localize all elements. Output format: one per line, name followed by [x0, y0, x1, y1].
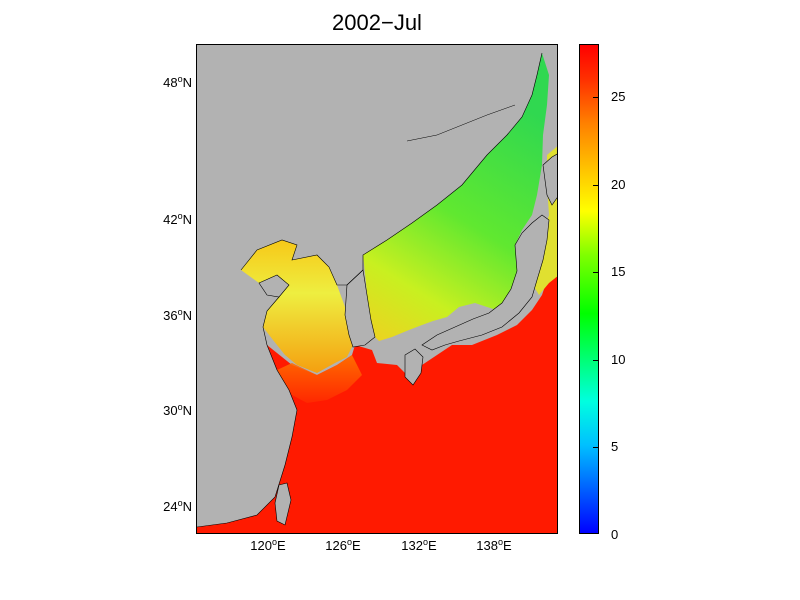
mainland-coastline	[197, 52, 543, 528]
colorbar-tick-5: 5	[611, 439, 619, 454]
lon-label-132: 132oE	[401, 537, 437, 553]
sea-of-japan	[363, 53, 549, 341]
colorbar-tick-mark	[593, 447, 599, 448]
shandong-peninsula	[258, 274, 290, 298]
japan-hokkaido	[542, 153, 557, 206]
lat-label-36: 36oN	[163, 307, 192, 323]
taiwan	[274, 482, 292, 526]
colorbar	[579, 44, 599, 534]
colorbar-tick-10: 10	[611, 352, 626, 367]
colorbar-tick-25: 25	[611, 89, 626, 104]
colorbar-tick-mark	[593, 185, 599, 186]
sst-map-canvas	[197, 45, 557, 533]
colorbar-tick-0: 0	[611, 527, 619, 542]
east-china-sea	[277, 355, 362, 403]
colorbar-tick-20: 20	[611, 177, 626, 192]
lon-label-138: 138oE	[476, 537, 512, 553]
sst-map	[196, 44, 558, 534]
lat-label-42: 42oN	[163, 211, 192, 227]
map-title: 2002−Jul	[332, 10, 422, 35]
colorbar-tick-mark	[593, 97, 599, 98]
yellow-sea	[241, 240, 353, 373]
japan-kyushu	[404, 348, 424, 386]
korea-peninsula	[344, 269, 376, 348]
lat-label-48: 48oN	[163, 74, 192, 90]
lon-label-126: 126oE	[325, 537, 361, 553]
lat-label-24: 24oN	[163, 498, 192, 514]
pacific-ocean	[197, 275, 557, 533]
colorbar-tick-15: 15	[611, 264, 626, 279]
lon-label-120: 120oE	[250, 537, 286, 553]
lat-label-30: 30oN	[163, 402, 192, 418]
colorbar-tick-mark	[593, 360, 599, 361]
japan-honshu	[421, 214, 550, 351]
river	[406, 104, 516, 142]
colorbar-tick-mark	[593, 272, 599, 273]
